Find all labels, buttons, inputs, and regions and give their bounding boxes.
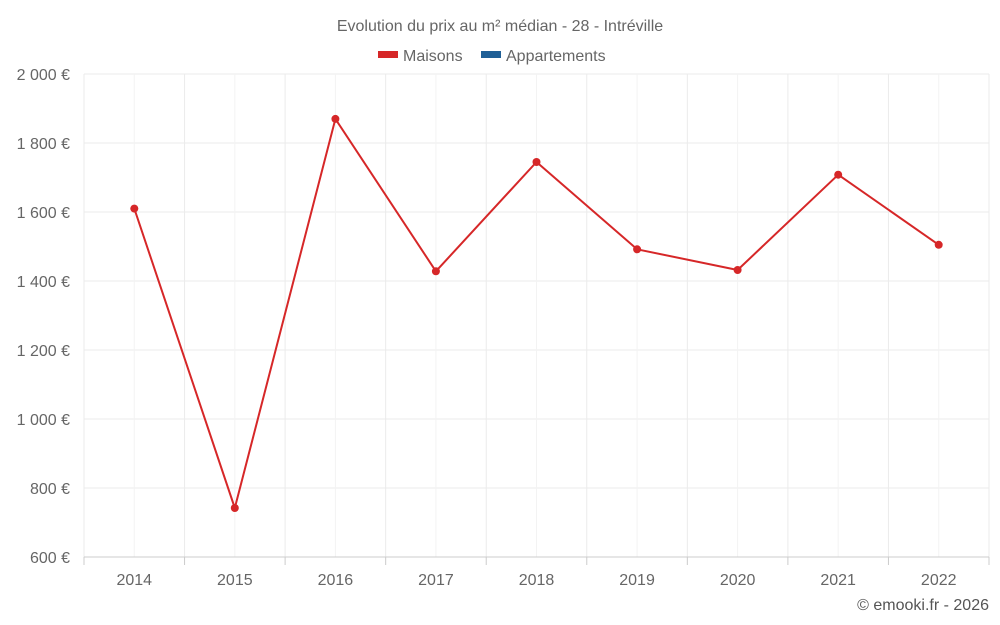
y-tick-label: 1 600 € [17, 205, 70, 222]
data-point-maisons-2020[interactable] [733, 266, 742, 274]
series-layer [130, 114, 943, 512]
legend-item-maisons[interactable]: Maisons [378, 48, 463, 65]
y-tick-label: 1 800 € [17, 136, 70, 153]
chart-title: Evolution du prix au m² médian - 28 - In… [337, 18, 663, 35]
data-point-maisons-2021[interactable] [834, 170, 843, 179]
legend-item-appartements[interactable]: Appartements [481, 48, 606, 65]
data-point-maisons-2014[interactable] [130, 204, 139, 213]
x-axis: 2014 2015 2016 2017 2018 2019 2020 2021 2022 [83, 556, 990, 589]
y-tick-label: 600 € [30, 550, 70, 567]
x-tick-label-2017: 2017 [418, 572, 454, 589]
data-point-maisons-2016[interactable] [331, 114, 340, 123]
y-tick-label: 2 000 € [17, 67, 70, 84]
x-tick-label-2016: 2016 [318, 572, 354, 589]
x-tick-label-2021: 2021 [820, 572, 856, 589]
x-tick-label-2014: 2014 [116, 572, 152, 589]
x-tick-label-2015: 2015 [217, 572, 253, 589]
data-point-maisons-2022[interactable] [934, 240, 943, 249]
data-point-maisons-2017[interactable] [431, 267, 440, 276]
y-tick-label: 1 000 € [17, 412, 70, 429]
y-tick-label: 1 400 € [17, 274, 70, 291]
legend-label-appartements: Appartements [506, 48, 606, 65]
grid [83, 73, 990, 557]
legend-swatch-maisons [378, 51, 398, 58]
data-point-maisons-2019[interactable] [633, 245, 642, 254]
credit: © emooki.fr - 2026 [857, 597, 989, 614]
legend: Maisons Appartements [378, 48, 606, 65]
x-tick-label-2019: 2019 [619, 572, 655, 589]
y-tick-label: 1 200 € [17, 343, 70, 360]
legend-swatch-appartements [481, 51, 501, 58]
y-axis: 600 € 800 € 1 000 € 1 200 € 1 400 € 1 600 € 1 … [17, 67, 70, 567]
data-point-maisons-2015[interactable] [230, 504, 239, 512]
data-point-maisons-2018[interactable] [532, 158, 541, 166]
y-tick-label: 800 € [30, 481, 70, 498]
x-tick-label-2018: 2018 [519, 572, 555, 589]
legend-label-maisons: Maisons [403, 48, 463, 65]
x-tick-label-2022: 2022 [921, 572, 957, 589]
x-tick-label-2020: 2020 [720, 572, 756, 589]
